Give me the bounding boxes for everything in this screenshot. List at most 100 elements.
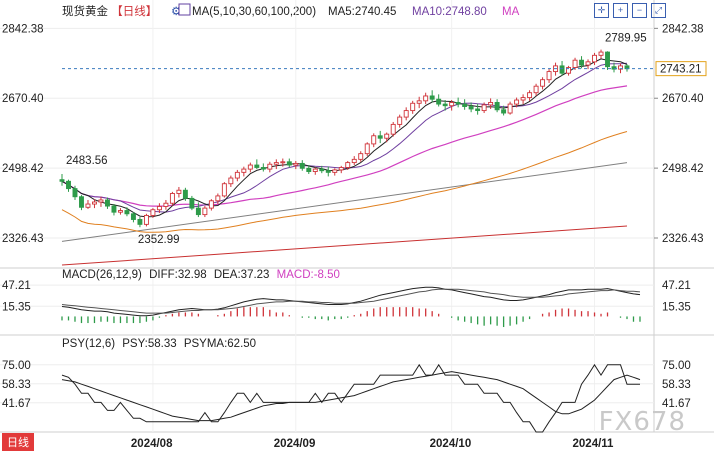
candle-body [273, 162, 279, 165]
zoom-out-icon[interactable]: − [632, 3, 647, 18]
candle-body [104, 199, 110, 207]
price-tick-label: 2498.42 [662, 163, 704, 175]
candle-body [410, 102, 416, 112]
candle-body [605, 51, 610, 68]
macd-dea: DEA:37.23 [214, 269, 270, 281]
candle-body [79, 196, 84, 208]
psy-panel: 75.00 75.00 58.33 58.33 41.67 41.67 [0, 360, 691, 433]
candle-body [514, 99, 520, 105]
macd-diff-line [61, 286, 641, 317]
candle-body [124, 210, 130, 215]
candle-body [163, 202, 169, 207]
candle-body [143, 214, 149, 225]
current-price-box [655, 61, 707, 77]
price-tick-label-left: 2670.40 [2, 93, 44, 105]
candle-body [59, 179, 65, 182]
price-axis: 2842.38 2842.38 2670.40 2670.40 2498.42 2498.… [2, 23, 704, 245]
macd-tick-label-left: 47.21 [2, 280, 31, 292]
candle-body [182, 189, 188, 199]
candle-body [221, 183, 227, 197]
psy-tick-label-left: 58.33 [2, 379, 31, 391]
svg-text:现货黄金 【日线】: 现货黄金 【日线】 [62, 4, 157, 18]
candle-body [572, 59, 578, 68]
moving-average-lines [61, 58, 628, 266]
crosshair-icon[interactable]: ✛ [594, 3, 609, 18]
candle-body [325, 170, 331, 173]
period-tab[interactable]: 日线 [2, 433, 34, 451]
candle-body [468, 106, 474, 110]
candle-body [390, 123, 396, 135]
candle-body [377, 135, 383, 139]
macd-params: MACD(26,12,9) [62, 269, 142, 281]
candle-body [195, 207, 201, 216]
ma10-readout: MA10:2748.80 [412, 6, 487, 18]
psy-tick-label-left: 75.00 [2, 360, 31, 372]
macd-tick-label-left: 15.35 [2, 301, 31, 313]
candle-body [488, 102, 494, 106]
psyma-value: PSYMA:62.50 [184, 338, 256, 350]
candle-body [137, 219, 143, 225]
psy-params: PSY(12,6) [62, 338, 115, 350]
ma-extra-readout: MA [502, 6, 520, 18]
ma10-line [61, 62, 628, 213]
candle-body [585, 61, 591, 66]
candle-body [351, 158, 357, 164]
candle-body [169, 193, 175, 204]
candle-body [345, 162, 351, 168]
candle-body [403, 110, 409, 118]
psy-tick-label: 58.33 [662, 379, 691, 391]
candle-body [384, 133, 390, 139]
zoom-in-icon[interactable]: + [613, 3, 628, 18]
candle-body [293, 162, 299, 166]
price-tick-label-left: 2842.38 [2, 23, 44, 35]
candle-body [358, 153, 364, 160]
candle-body [150, 209, 156, 216]
ma-params: MA(5,10,30,60,100,200) [192, 6, 316, 18]
candle-body [455, 102, 461, 105]
macd-panel: 47.21 47.21 15.35 15.35 [0, 280, 691, 328]
price-tick-label-left: 2326.43 [2, 233, 44, 245]
chart-toolbar: ✛ + − ⤢ [594, 3, 666, 18]
candle-body [546, 71, 552, 81]
psy-line [61, 363, 640, 433]
psy-tick-label: 75.00 [662, 360, 691, 372]
psy-tick-label: 41.67 [662, 398, 691, 410]
start-annotation: 2483.56 [66, 155, 108, 167]
candle-body [364, 143, 370, 155]
candle-body [566, 67, 572, 74]
low-annotation: 2352.99 [138, 234, 180, 246]
candle-body [280, 161, 286, 164]
watermark: FX678 [598, 407, 686, 437]
ma-switch-icon[interactable] [178, 3, 191, 16]
high-annotation: 2789.95 [605, 33, 647, 45]
ma5-line [61, 58, 628, 218]
date-tick-label: 2024/08 [131, 438, 173, 450]
period-label: 【日线】 [111, 4, 157, 18]
candle-body [527, 92, 533, 99]
candle-body [592, 54, 597, 63]
candle-body [267, 163, 273, 170]
candle-body [319, 168, 325, 172]
price-tick-label: 2326.43 [662, 233, 704, 245]
macd-value: MACD:-8.50 [277, 269, 340, 281]
candle-body [598, 51, 604, 56]
candle-body [241, 168, 247, 173]
current-price-label: 2743.21 [660, 64, 702, 76]
candle-body [260, 167, 266, 170]
macd-dea-line [61, 288, 641, 314]
candle-body [312, 168, 318, 172]
gear-icon[interactable]: ⚙ [171, 6, 181, 18]
candle-body [247, 164, 253, 170]
candle-body [416, 100, 422, 104]
ma30-line [61, 85, 628, 207]
candle-body [501, 109, 507, 114]
instrument-name: 现货黄金 [62, 4, 108, 18]
candle-body [92, 201, 97, 205]
candle-body [462, 103, 468, 107]
ma5-readout: MA5:2740.45 [328, 6, 396, 18]
candle-body [215, 195, 221, 202]
price-tick-label: 2670.40 [662, 93, 704, 105]
fullscreen-icon[interactable]: ⤢ [651, 3, 666, 18]
candle-body [436, 98, 442, 105]
candle-body [234, 171, 240, 179]
